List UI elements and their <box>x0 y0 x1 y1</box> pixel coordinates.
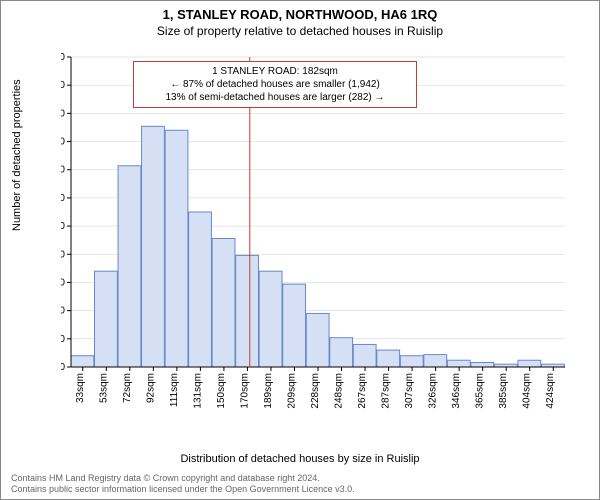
annotation-box: 1 STANLEY ROAD: 182sqm ← 87% of detached… <box>133 61 417 108</box>
svg-text:189sqm: 189sqm <box>263 373 274 409</box>
svg-text:228sqm: 228sqm <box>310 373 321 409</box>
svg-text:300: 300 <box>61 193 65 204</box>
svg-text:424sqm: 424sqm <box>545 373 556 409</box>
annotation-line2: ← 87% of detached houses are smaller (1,… <box>140 78 410 91</box>
svg-text:307sqm: 307sqm <box>404 373 415 409</box>
chart-title-main: 1, STANLEY ROAD, NORTHWOOD, HA6 1RQ <box>1 7 599 22</box>
annotation-line3: 13% of semi-detached houses are larger (… <box>140 91 410 104</box>
svg-text:350: 350 <box>61 165 65 176</box>
svg-text:346sqm: 346sqm <box>451 373 462 409</box>
chart-container: 1, STANLEY ROAD, NORTHWOOD, HA6 1RQ Size… <box>0 0 600 500</box>
svg-text:111sqm: 111sqm <box>169 373 180 407</box>
svg-text:33sqm: 33sqm <box>75 373 86 403</box>
svg-text:200: 200 <box>61 249 65 260</box>
svg-text:248sqm: 248sqm <box>334 373 345 409</box>
svg-text:400: 400 <box>61 137 65 148</box>
svg-text:267sqm: 267sqm <box>357 373 368 409</box>
footer: Contains HM Land Registry data © Crown c… <box>11 473 589 495</box>
svg-text:53sqm: 53sqm <box>98 373 109 403</box>
svg-text:72sqm: 72sqm <box>122 373 133 403</box>
x-axis-label: Distribution of detached houses by size … <box>1 453 599 465</box>
svg-text:170sqm: 170sqm <box>239 373 250 409</box>
svg-text:131sqm: 131sqm <box>192 373 203 409</box>
y-axis-label: Number of detached properties <box>11 79 23 231</box>
svg-text:0: 0 <box>61 362 65 373</box>
svg-text:385sqm: 385sqm <box>498 373 509 409</box>
svg-text:100: 100 <box>61 306 65 317</box>
footer-line2: Contains public sector information licen… <box>11 484 589 495</box>
svg-text:550: 550 <box>61 52 65 63</box>
svg-text:287sqm: 287sqm <box>381 373 392 409</box>
svg-text:209sqm: 209sqm <box>286 373 297 409</box>
svg-text:365sqm: 365sqm <box>475 373 486 409</box>
svg-text:404sqm: 404sqm <box>522 373 533 409</box>
svg-text:450: 450 <box>61 108 65 119</box>
annotation-line1: 1 STANLEY ROAD: 182sqm <box>140 65 410 78</box>
svg-text:150: 150 <box>61 277 65 288</box>
svg-text:250: 250 <box>61 221 65 232</box>
svg-text:326sqm: 326sqm <box>428 373 439 409</box>
svg-text:50: 50 <box>61 334 65 345</box>
chart-title-sub: Size of property relative to detached ho… <box>1 24 599 38</box>
footer-line1: Contains HM Land Registry data © Crown c… <box>11 473 589 484</box>
svg-text:500: 500 <box>61 80 65 91</box>
svg-text:92sqm: 92sqm <box>145 373 156 403</box>
svg-text:150sqm: 150sqm <box>216 373 227 409</box>
